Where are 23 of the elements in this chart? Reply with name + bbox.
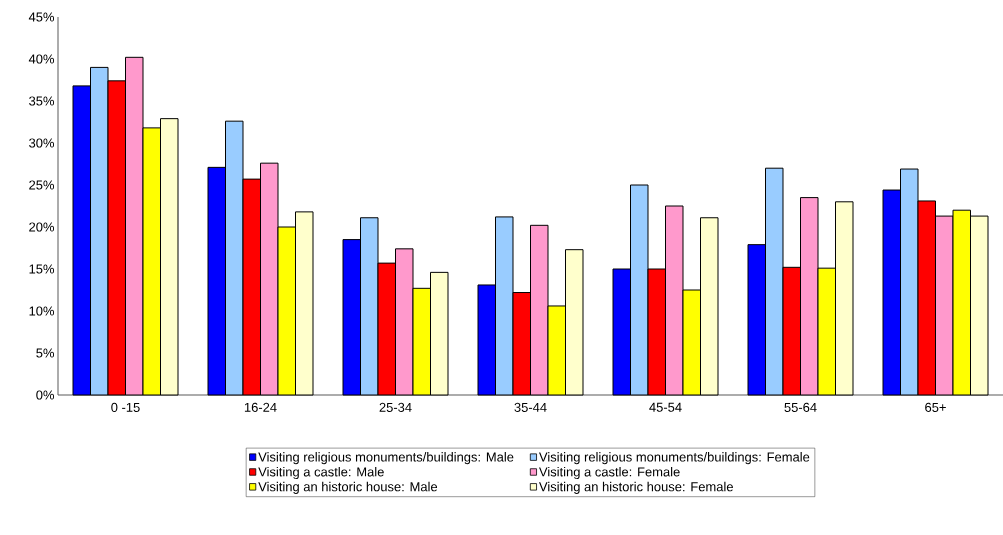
legend-label: Visiting religious monuments/buildings: Female	[539, 452, 810, 465]
y-tick-label: 20%	[29, 222, 55, 232]
y-tick-label: 45%	[28, 12, 55, 22]
x-tick-label: 55-64	[784, 402, 817, 412]
legend-label: Visiting a castle: Female	[539, 466, 680, 480]
y-tick-label: 15%	[29, 264, 55, 274]
x-tick-label: 35-44	[514, 402, 547, 412]
x-tick-label: 0 -15	[111, 402, 140, 412]
y-tick-label: 5%	[36, 348, 55, 358]
x-tick-label: 65+	[925, 402, 946, 412]
x-tick-label: 45-54	[649, 402, 682, 412]
legend-label: Visiting an historic house: Female	[539, 481, 733, 494]
x-tick-label: 25-34	[379, 402, 412, 412]
y-tick-label: 40%	[28, 54, 55, 64]
y-tick-label: 0%	[36, 390, 55, 400]
y-tick-label: 35%	[29, 96, 55, 106]
y-tick-label: 25%	[29, 180, 55, 190]
y-tick-label: 30%	[29, 138, 55, 148]
legend-label: Visiting an historic house: Male	[258, 481, 438, 494]
legend-label: Visiting religious monuments/buildings: Male	[258, 452, 514, 465]
x-tick-label: 16-24	[244, 402, 277, 412]
legend-label: Visiting a castle: Male	[258, 466, 384, 480]
y-tick-label: 10%	[29, 306, 55, 316]
